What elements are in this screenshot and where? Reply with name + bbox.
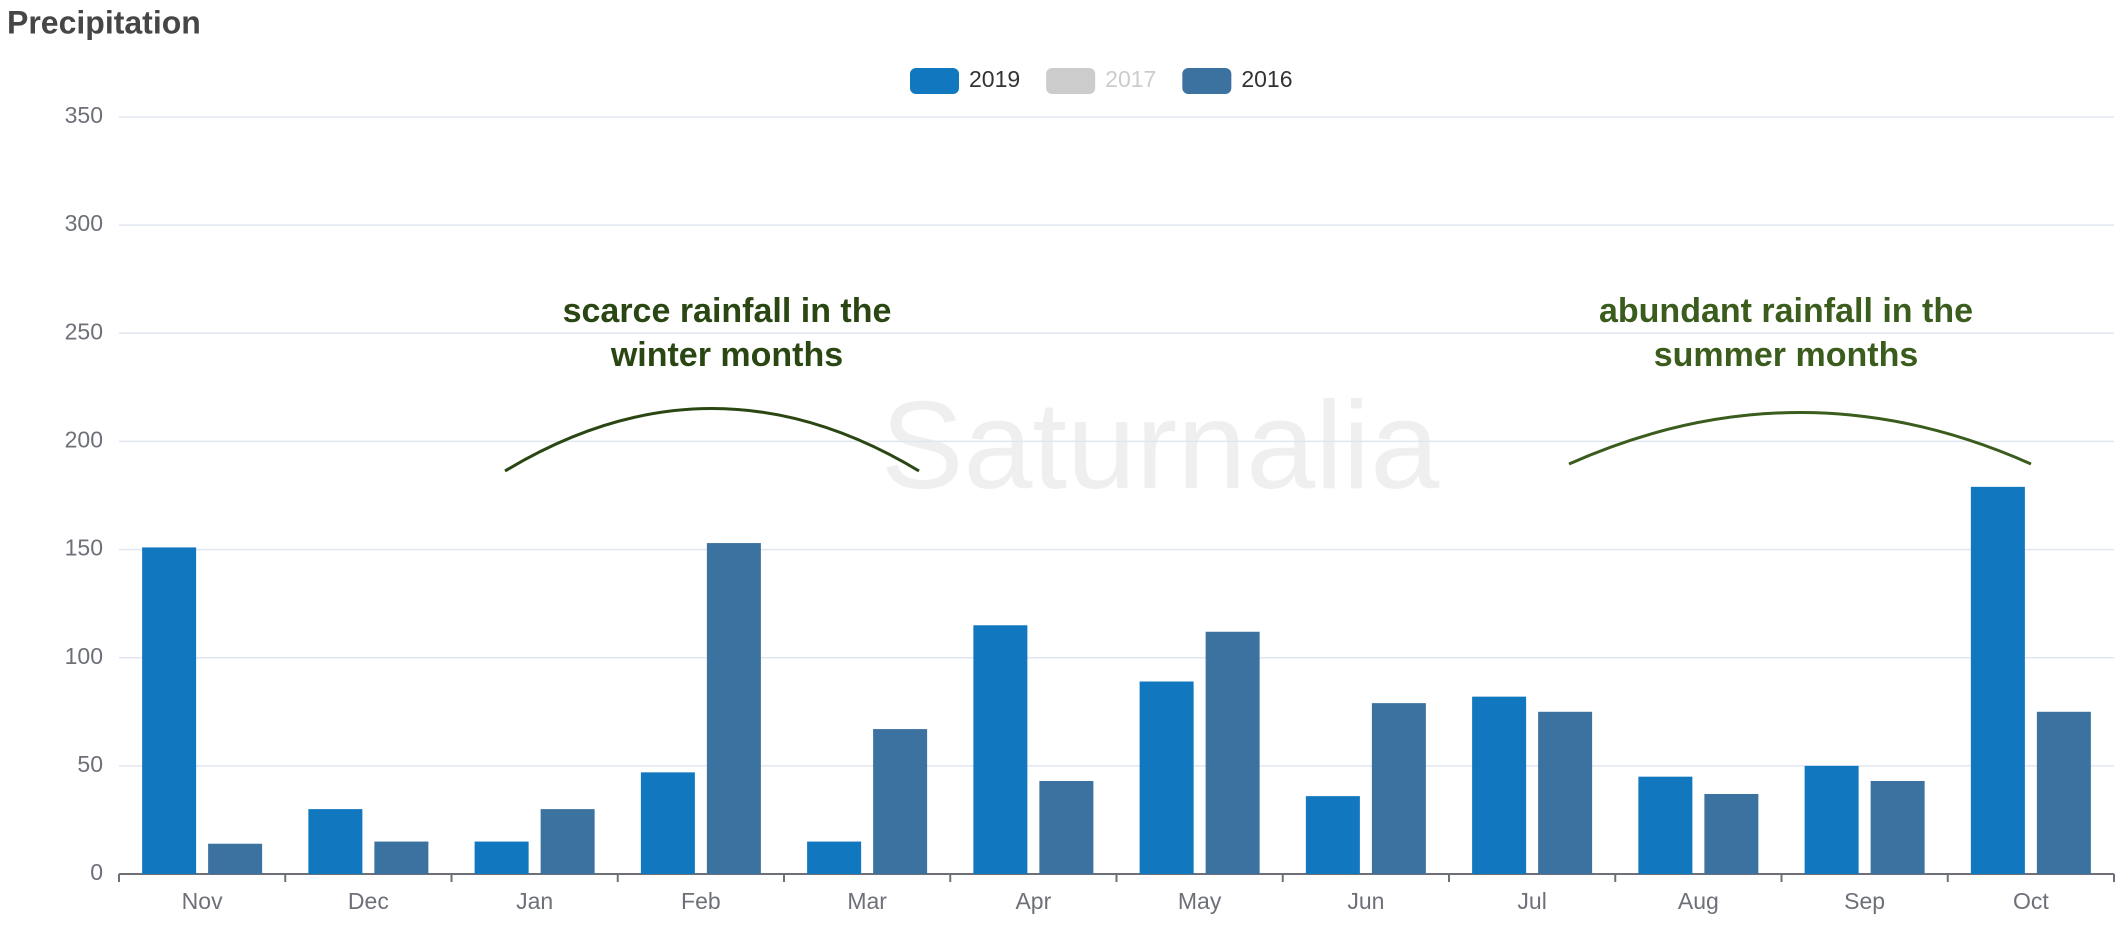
x-tick-label: Mar xyxy=(847,888,887,914)
bar xyxy=(1139,681,1194,874)
bar xyxy=(640,772,695,874)
bar xyxy=(807,841,862,874)
y-tick-label: 350 xyxy=(65,102,103,128)
x-tick-label: Oct xyxy=(2013,888,2049,914)
x-tick-label: Feb xyxy=(681,888,721,914)
x-tick-label: Jun xyxy=(1347,888,1384,914)
x-tick-label: Jan xyxy=(516,888,553,914)
y-tick-label: 100 xyxy=(65,643,103,669)
bar xyxy=(1371,703,1426,874)
bar xyxy=(474,841,529,874)
x-tick-label: Aug xyxy=(1678,888,1719,914)
x-tick-label: May xyxy=(1178,888,1222,914)
bar xyxy=(1870,780,1925,874)
bar xyxy=(1472,696,1527,874)
legend-swatch xyxy=(1046,68,1096,94)
annotation-text: summer months xyxy=(1654,336,1919,374)
legend-swatch xyxy=(910,68,959,94)
chart-title: Precipitation xyxy=(7,4,201,40)
annotation-text: winter months xyxy=(610,336,843,374)
y-tick-label: 150 xyxy=(65,535,103,561)
bar xyxy=(308,809,363,874)
x-tick-label: Nov xyxy=(182,888,223,914)
legend-label: 2016 xyxy=(1241,66,1292,92)
annotation-text: scarce rainfall in the xyxy=(563,292,892,330)
x-tick-label: Apr xyxy=(1015,888,1051,914)
bar xyxy=(1039,780,1094,874)
bar xyxy=(208,843,263,874)
bar xyxy=(1205,631,1260,874)
bar xyxy=(1538,711,1593,874)
annotation-arc xyxy=(1568,411,2032,466)
bar xyxy=(1970,486,2025,874)
legend-label: 2019 xyxy=(969,66,1020,92)
x-tick-label: Sep xyxy=(1844,888,1885,914)
bar xyxy=(873,729,928,874)
bar xyxy=(1804,765,1859,874)
legend-swatch xyxy=(1182,68,1232,94)
bar xyxy=(706,543,761,874)
y-tick-label: 50 xyxy=(77,751,103,777)
bar xyxy=(374,841,429,874)
bar xyxy=(1305,796,1360,874)
legend-label: 2017 xyxy=(1105,66,1156,92)
x-tick-label: Jul xyxy=(1517,888,1546,914)
y-tick-label: 300 xyxy=(65,210,103,236)
annotation-arc xyxy=(504,407,920,473)
y-tick-label: 200 xyxy=(65,427,103,453)
bar xyxy=(2036,711,2091,874)
x-tick-label: Dec xyxy=(348,888,389,914)
y-tick-label: 0 xyxy=(90,859,103,885)
watermark: Saturnalia xyxy=(881,377,1439,515)
y-tick-label: 250 xyxy=(65,318,103,344)
bar xyxy=(1638,776,1693,874)
bar xyxy=(142,547,197,874)
annotation-text: abundant rainfall in the xyxy=(1599,292,1973,330)
bar xyxy=(1704,793,1759,874)
bar xyxy=(973,625,1028,874)
bar xyxy=(540,809,595,874)
